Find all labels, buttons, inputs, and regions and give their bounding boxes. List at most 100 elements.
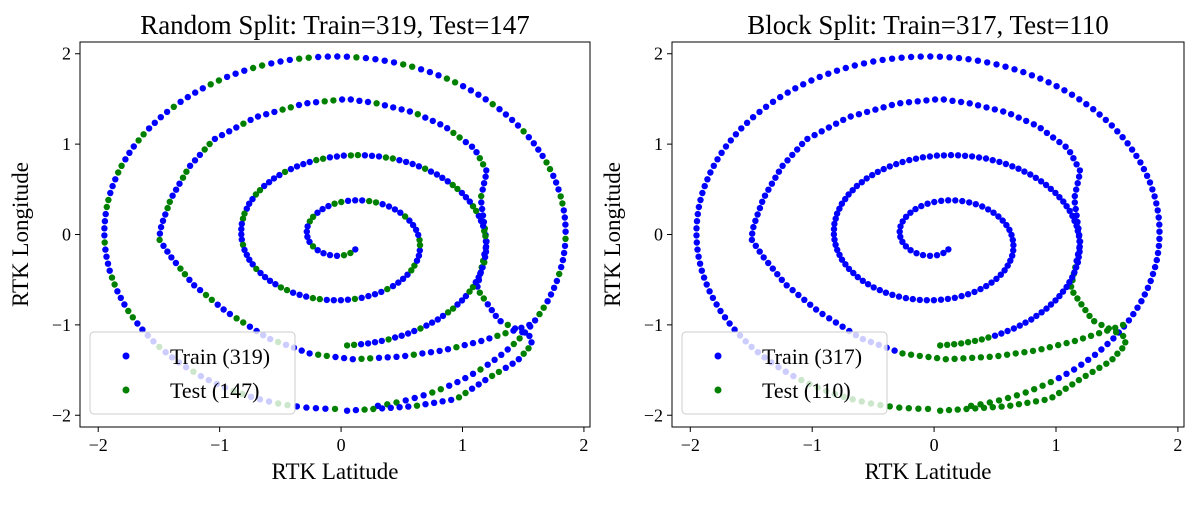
train-point [721, 314, 729, 321]
train-point [558, 263, 565, 271]
test-point [489, 101, 496, 108]
train-point [405, 403, 412, 410]
train-point [842, 195, 849, 203]
train-point [984, 206, 992, 213]
train-point [243, 205, 250, 212]
train-point [199, 85, 206, 92]
test-point [536, 310, 543, 318]
test-point [476, 155, 483, 162]
train-point [102, 210, 109, 218]
test-point [444, 309, 452, 316]
train-point [988, 279, 995, 286]
train-point [233, 124, 240, 131]
train-point [889, 291, 896, 298]
train-point [991, 106, 998, 113]
test-point [478, 192, 485, 200]
train-point [1074, 180, 1081, 187]
train-point [952, 197, 959, 204]
train-point [760, 254, 767, 261]
train-point [743, 119, 751, 127]
train-point [693, 218, 701, 225]
train-point [1066, 279, 1073, 286]
train-point [1091, 351, 1099, 358]
test-point [385, 336, 392, 343]
train-point [1008, 231, 1015, 239]
train-point [552, 179, 560, 186]
train-point [271, 108, 278, 116]
test-point [476, 289, 483, 296]
train-point [907, 247, 914, 254]
train-point [344, 197, 352, 204]
train-point [897, 223, 904, 230]
train-point [300, 160, 307, 168]
train-point [1147, 277, 1154, 285]
train-point [1069, 274, 1076, 281]
train-point [422, 114, 429, 121]
train-point [553, 277, 561, 285]
train-point [847, 113, 854, 120]
train-point [467, 87, 475, 94]
test-point [370, 405, 377, 413]
train-point [333, 252, 341, 259]
test-point [140, 131, 147, 138]
train-point [109, 182, 116, 190]
train-point [1119, 134, 1126, 141]
test-point [1024, 399, 1031, 406]
y-tick-label: −2 [644, 405, 663, 425]
train-point [560, 207, 567, 214]
test-point [373, 100, 380, 107]
train-point [246, 200, 253, 207]
train-point [550, 172, 557, 179]
train-point [762, 103, 770, 111]
train-point [340, 354, 348, 362]
train-point [525, 134, 532, 141]
train-point [977, 285, 984, 293]
train-point [368, 152, 376, 159]
train-point [940, 152, 948, 159]
train-point [1042, 181, 1050, 189]
train-point [539, 152, 546, 160]
train-point [694, 210, 701, 218]
train-point [160, 242, 167, 249]
test-point [480, 295, 487, 302]
train-point [172, 259, 180, 267]
train-point [902, 213, 910, 220]
test-point [907, 351, 915, 358]
train-point [989, 157, 996, 164]
test-point [915, 405, 922, 412]
train-point [1004, 262, 1011, 269]
train-point [468, 385, 476, 392]
train-point [1071, 192, 1079, 200]
train-point [1154, 207, 1161, 214]
train-point [528, 339, 535, 346]
train-point [1076, 238, 1083, 245]
test-point [309, 294, 317, 302]
train-point [850, 269, 857, 277]
train-point [707, 169, 714, 176]
train-point [879, 56, 886, 64]
train-point [700, 274, 708, 281]
test-point [1012, 350, 1019, 357]
train-point [162, 211, 169, 218]
train-point [944, 295, 952, 303]
train-point [1156, 235, 1163, 242]
test-point [481, 259, 488, 266]
train-point [1078, 361, 1085, 368]
train-point [698, 267, 705, 274]
train-point [882, 289, 890, 296]
train-point [102, 246, 109, 253]
train-point [444, 125, 451, 132]
test-point [313, 156, 320, 164]
train-point [261, 182, 268, 190]
test-point [449, 305, 457, 312]
test-point [1007, 402, 1014, 409]
y-tick-label: 1 [62, 134, 71, 154]
train-point [905, 99, 913, 106]
test-point [101, 239, 108, 246]
train-point [775, 168, 783, 175]
train-point [999, 217, 1006, 224]
train-point [709, 294, 717, 302]
test-point [330, 97, 337, 104]
train-point [436, 347, 443, 355]
train-point [415, 163, 423, 170]
